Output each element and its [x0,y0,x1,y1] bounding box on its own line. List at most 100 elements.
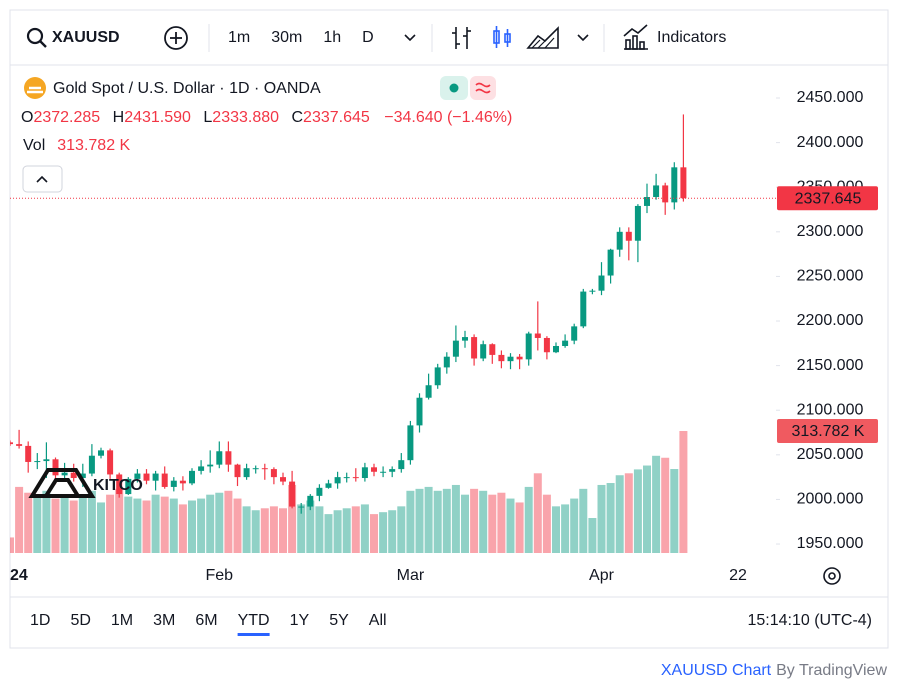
open-key: O [21,109,33,126]
indicators-icon[interactable] [623,24,648,50]
volume-bar [315,506,324,553]
volume-bar [579,488,588,553]
interval-dropdown[interactable] [404,34,416,42]
candle-body [598,275,605,291]
candle-body [280,477,286,482]
volume-bar [306,500,315,553]
compare-button[interactable] [164,26,188,50]
area-style-icon[interactable] [526,26,559,49]
change-value: −34.640 (−1.46%) [384,109,512,126]
candle-body [416,397,423,426]
interval-button[interactable]: 1h [323,29,341,46]
settings-icon[interactable] [823,567,841,585]
candle-body [88,455,95,474]
candle-body [161,473,168,487]
candle-body [116,474,123,495]
candle-body [580,291,587,327]
footer-by: By TradingView [776,662,887,679]
range-button[interactable]: 1M [111,612,133,629]
range-button[interactable]: 5D [70,612,90,629]
volume-bar [251,510,260,553]
range-button[interactable]: 5Y [329,612,349,629]
range-button[interactable]: All [369,612,387,629]
range-button[interactable]: 3M [153,612,175,629]
volume-bar [388,510,397,553]
candle-body [389,469,396,472]
interval-button[interactable]: 1m [228,29,250,46]
collapse-legend[interactable] [22,165,63,193]
x-tick-label: Mar [397,567,425,584]
volume-bar [297,504,306,553]
last-price-label: 2337.645 [795,190,862,207]
volume-bar [178,504,187,553]
candle-body [198,466,205,471]
candle-body [380,471,387,473]
indicators-button[interactable]: Indicators [657,29,726,46]
candle-body [480,344,487,359]
volume-bar [269,506,278,553]
candle-body [70,472,77,479]
volume-key: Vol [23,137,45,154]
volume-bar [397,506,406,553]
y-tick-label: 2150.000 [797,357,864,374]
last-volume-label: 313.782 K [792,423,865,440]
candle-body [625,231,632,241]
candle-body [434,367,441,386]
range-button[interactable]: YTD [238,612,270,629]
symbol[interactable]: XAUUSD [52,29,120,46]
volume-bar [360,504,369,553]
delay-badge[interactable] [470,76,496,100]
volume-bar [597,484,606,553]
candle-body [589,290,596,292]
toolbar: XAUUSD 1m 30m 1h D Indicators [26,24,726,52]
volume-bar [442,488,451,553]
y-tick-label: 2000.000 [797,491,864,508]
volume-bar [124,496,133,553]
range-underline [237,633,270,636]
volume-bar [324,514,333,553]
ohlc-values: O2372.285 H2431.590 L2333.880 C2337.645 … [21,109,512,126]
x-tick-label: Feb [206,567,234,584]
volume-bar [188,500,196,553]
volume-bar [15,486,24,553]
candle-body [34,461,41,463]
candle-body [616,231,623,250]
candle-body [653,185,660,198]
candle-body [43,459,50,462]
interval-button[interactable]: 30m [271,29,302,46]
range-button[interactable]: 1Y [290,612,310,629]
style-dropdown[interactable] [577,34,589,42]
candle-body [307,495,314,507]
range-button[interactable]: 1D [30,612,50,629]
bar-style-icon[interactable] [452,27,471,49]
y-tick-label: 2200.000 [797,312,864,329]
last-volume-tag [777,419,878,443]
candle-body [398,460,405,470]
search-icon-handle [39,40,47,48]
y-tick-label: 2100.000 [797,401,864,418]
candle-body [243,468,250,478]
volume-bar [670,469,679,553]
volume-bar [570,498,579,553]
candle-style-icon[interactable] [493,26,511,48]
footer-link[interactable]: XAUUSD Chart [661,662,772,679]
low-value: 2333.880 [212,109,279,126]
x-tick-label: 22 [729,567,747,584]
candle-body [671,167,678,203]
volume-bar [24,492,33,553]
interval-button[interactable]: D [362,29,374,46]
range-button[interactable]: 6M [195,612,217,629]
candle-body [562,340,569,346]
candle-body [252,468,259,470]
candle-body [507,356,514,362]
candle-body [170,480,177,487]
volume-bar [69,500,78,553]
candle-body [462,337,468,341]
volume-bar [115,488,124,553]
candle-body [352,477,359,479]
search-icon[interactable] [26,27,44,45]
volume-bar [461,494,469,553]
y-tick-label: 2300.000 [797,223,864,240]
volume-bar [51,498,60,553]
